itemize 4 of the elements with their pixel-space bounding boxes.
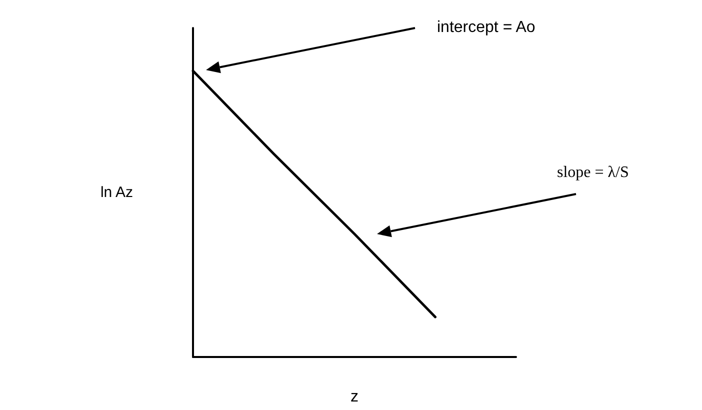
y-axis-title: ln Az bbox=[100, 184, 133, 201]
text: slope = λ/S bbox=[557, 163, 629, 183]
text: intercept = Ao bbox=[437, 18, 536, 38]
x-axis-title: z bbox=[350, 388, 358, 406]
